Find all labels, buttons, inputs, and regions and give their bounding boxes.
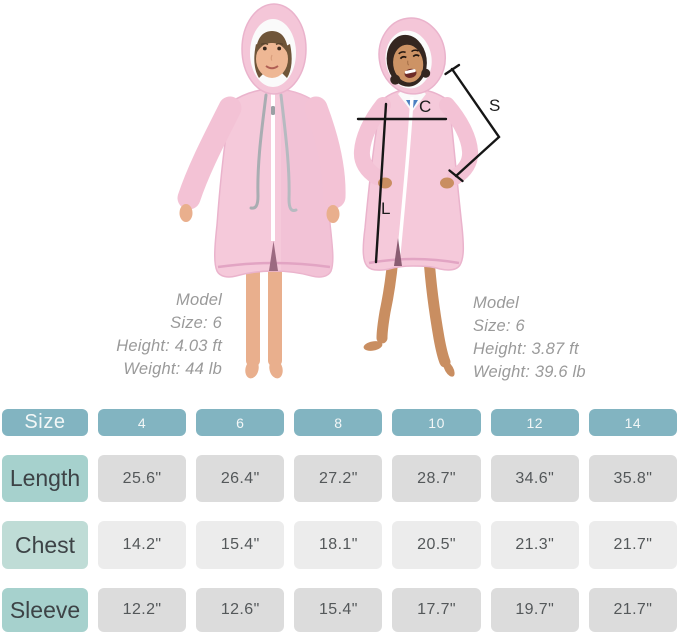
cell-sleeve-size-6: 12.6" <box>196 588 285 632</box>
cell-chest-size-4: 14.2" <box>98 521 187 569</box>
sleeve-measure-line <box>450 67 501 178</box>
left-child-photo <box>177 3 346 379</box>
sleeve-measure-label: S <box>489 96 501 115</box>
cell-sleeve-size-10: 17.7" <box>392 588 481 632</box>
cell-length-size-12: 34.6" <box>490 455 579 502</box>
cell-chest-size-14: 21.7" <box>588 521 677 569</box>
cell-chest-size-10: 20.5" <box>392 521 481 569</box>
header-cell-size-8: 8 <box>294 409 383 436</box>
product-photos <box>177 3 501 379</box>
model-info-line: Model <box>473 294 519 312</box>
header-cell-size-14: 14 <box>588 409 677 436</box>
model-info-line: Size: 6 <box>170 314 222 332</box>
row-label-length: Length <box>2 455 88 502</box>
cell-length-size-14: 35.8" <box>588 455 677 502</box>
header-cell-size: Size <box>2 409 88 436</box>
sleeve-measure-tick-bottom <box>448 169 464 183</box>
cell-sleeve-size-12: 19.7" <box>490 588 579 632</box>
cell-chest-size-12: 21.3" <box>490 521 579 569</box>
model-info-line: Weight: 39.6 lb <box>473 363 586 381</box>
cell-length-size-4: 25.6" <box>98 455 187 502</box>
row-label-chest: Chest <box>2 521 88 569</box>
size-table: Size 4 6 8 10 12 14 Length 25.6" 26.4" 2… <box>2 409 677 632</box>
cell-chest-size-8: 18.1" <box>294 521 383 569</box>
model-info-line: Weight: 44 lb <box>123 360 222 378</box>
sleeve-measure-tick-top <box>444 63 461 76</box>
model-info-line: Size: 6 <box>473 317 525 335</box>
length-measure-line <box>374 102 388 264</box>
model-info-line: Height: 3.87 ft <box>473 340 579 358</box>
cell-length-size-10: 28.7" <box>392 455 481 502</box>
cell-length-size-6: 26.4" <box>196 455 285 502</box>
header-cell-size-4: 4 <box>98 409 187 436</box>
left-model-info: Model Size: 6 Height: 4.03 ft Weight: 44… <box>60 289 222 381</box>
cell-sleeve-size-14: 21.7" <box>588 588 677 632</box>
measurement-lines <box>356 63 501 264</box>
cell-length-size-8: 27.2" <box>294 455 383 502</box>
chest-measure-label: C <box>419 97 432 116</box>
model-info-line: Height: 4.03 ft <box>116 337 222 355</box>
cell-chest-size-6: 15.4" <box>196 521 285 569</box>
header-cell-size-12: 12 <box>490 409 579 436</box>
row-label-sleeve: Sleeve <box>2 588 88 632</box>
cell-sleeve-size-4: 12.2" <box>98 588 187 632</box>
cell-sleeve-size-8: 15.4" <box>294 588 383 632</box>
model-info-line: Model <box>176 291 222 309</box>
right-model-info: Model Size: 6 Height: 3.87 ft Weight: 39… <box>473 292 586 384</box>
header-cell-size-6: 6 <box>196 409 285 436</box>
length-measure-label: L <box>381 199 391 218</box>
header-cell-size-10: 10 <box>392 409 481 436</box>
